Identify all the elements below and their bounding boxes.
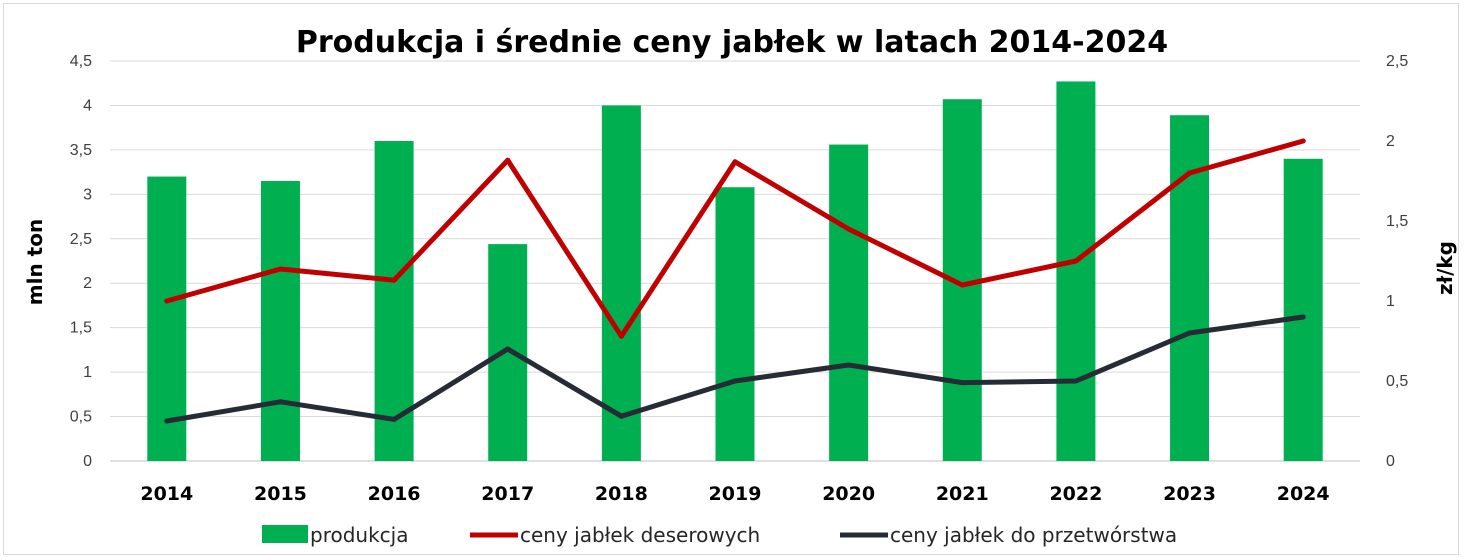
y-right-tick-label: 0 xyxy=(1386,453,1395,470)
y-left-axis-title: mln ton xyxy=(23,219,47,305)
point-ceny-przetworstwa xyxy=(164,418,170,424)
bar-produkcja xyxy=(601,105,641,461)
point-ceny-deserowych xyxy=(732,159,738,165)
x-tick-label: 2022 xyxy=(1049,483,1102,505)
x-tick-label: 2024 xyxy=(1277,483,1330,505)
y-left-tick-label: 2 xyxy=(83,275,92,292)
y-left-tick-label: 1 xyxy=(83,364,92,381)
point-ceny-deserowych xyxy=(1187,170,1193,176)
legend-marker-produkcja xyxy=(262,525,308,543)
legend-label-produkcja: produkcja xyxy=(310,523,408,547)
x-tick-label: 2015 xyxy=(254,483,307,505)
y-left-tick-label: 0,5 xyxy=(70,409,92,426)
point-ceny-przetworstwa xyxy=(391,416,397,422)
point-ceny-przetworstwa xyxy=(959,380,965,386)
y-left-tick-label: 2,5 xyxy=(70,231,92,248)
bar-produkcja xyxy=(260,181,300,461)
point-ceny-deserowych xyxy=(164,298,170,304)
y-left-tick-label: 3 xyxy=(83,186,92,203)
y-right-tick-label: 1 xyxy=(1386,293,1395,310)
bar-produkcja xyxy=(715,187,755,461)
y-left-tick-label: 4,5 xyxy=(70,53,92,70)
y-left-tick-label: 0 xyxy=(83,453,92,470)
point-ceny-deserowych xyxy=(618,333,624,339)
point-ceny-przetworstwa xyxy=(1300,314,1306,320)
x-tick-label: 2021 xyxy=(936,483,989,505)
point-ceny-deserowych xyxy=(277,266,283,272)
point-ceny-deserowych xyxy=(505,157,511,163)
bars-produkcja xyxy=(147,81,1323,462)
y-right-tick-labels: 0 0,5 1 1,5 2 2,5 xyxy=(1386,53,1408,470)
x-tick-label: 2018 xyxy=(595,483,648,505)
point-ceny-deserowych xyxy=(1300,138,1306,144)
legend-label-ceny-deserowych: ceny jabłek deserowych xyxy=(520,523,760,547)
gridlines xyxy=(110,60,1360,462)
bar-produkcja xyxy=(1283,158,1323,461)
bar-produkcja xyxy=(1056,81,1096,461)
x-tick-labels: 2014 2015 2016 2017 2018 2019 2020 2021 2022 2023… xyxy=(140,483,1329,505)
legend-label-ceny-przetworstwa: ceny jabłek do przetwórstwa xyxy=(890,523,1177,547)
point-ceny-przetworstwa xyxy=(732,378,738,384)
point-ceny-przetworstwa xyxy=(846,362,852,368)
chart-frame xyxy=(3,3,1459,555)
y-right-tick-label: 1,5 xyxy=(1386,213,1408,230)
point-ceny-przetworstwa xyxy=(1073,378,1079,384)
price-lines xyxy=(164,138,1306,424)
y-left-tick-label: 1,5 xyxy=(70,320,92,337)
bar-produkcja xyxy=(488,244,528,461)
x-tick-label: 2016 xyxy=(368,483,421,505)
x-tick-label: 2020 xyxy=(822,483,875,505)
point-ceny-deserowych xyxy=(391,277,397,283)
y-right-tick-label: 2,5 xyxy=(1386,53,1408,70)
point-ceny-deserowych xyxy=(959,282,965,288)
chart-title: Produkcja i średnie ceny jabłek w latach… xyxy=(296,25,1168,60)
bar-produkcja xyxy=(374,141,414,461)
y-right-tick-label: 2 xyxy=(1386,133,1395,150)
point-ceny-przetworstwa xyxy=(1187,330,1193,336)
x-tick-label: 2019 xyxy=(709,483,762,505)
point-ceny-przetworstwa xyxy=(277,399,283,405)
y-right-axis-title: zł/kg xyxy=(1433,241,1457,295)
y-right-tick-label: 0,5 xyxy=(1386,373,1408,390)
x-tick-label: 2014 xyxy=(140,483,193,505)
legend: produkcja ceny jabłek deserowych ceny jabł… xyxy=(262,523,1177,547)
bar-produkcja xyxy=(829,144,869,462)
y-left-tick-label: 3,5 xyxy=(70,142,92,159)
bar-produkcja xyxy=(147,176,187,462)
y-left-tick-labels: 0 0,5 1 1,5 2 2,5 3 3,5 4 4,5 xyxy=(70,53,92,470)
y-left-tick-label: 4 xyxy=(83,97,92,114)
point-ceny-deserowych xyxy=(1073,258,1079,264)
point-ceny-deserowych xyxy=(846,226,852,232)
point-ceny-przetworstwa xyxy=(505,346,511,352)
x-tick-label: 2023 xyxy=(1163,483,1216,505)
x-tick-label: 2017 xyxy=(481,483,534,505)
point-ceny-przetworstwa xyxy=(618,413,624,419)
